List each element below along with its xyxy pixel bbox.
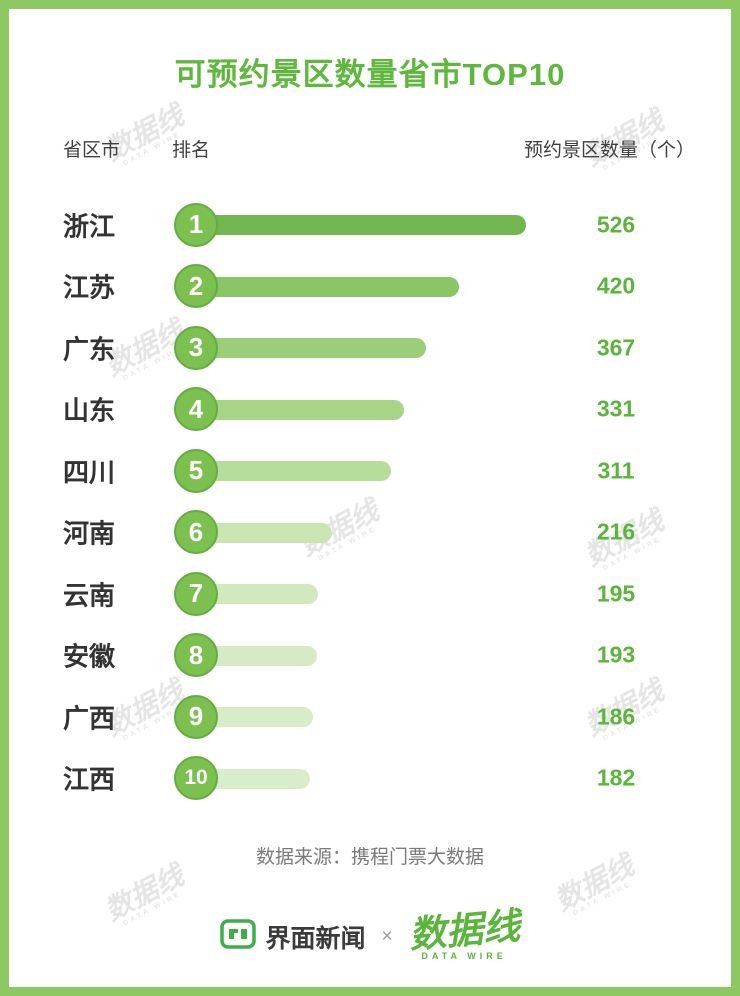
chart-row: 云南 7 195 (9, 563, 731, 625)
value-bar (196, 707, 313, 727)
source-note: 数据来源：携程门票大数据 (255, 847, 484, 868)
rank-badge: 4 (174, 387, 218, 431)
value-label: 311 (597, 457, 635, 484)
chart-row: 河南 6 216 (9, 502, 731, 564)
province-label: 浙江 (63, 211, 116, 242)
value-label: 193 (596, 641, 636, 668)
rank-badge: 8 (174, 633, 218, 677)
chart-row: 江西 10 182 (9, 748, 731, 810)
value-label: 216 (596, 518, 636, 545)
jiemian-logo: 界面新闻 (220, 919, 365, 955)
value-bar (196, 461, 391, 481)
value-bar (196, 276, 459, 297)
province-label: 四川 (63, 457, 116, 488)
province-label: 江苏 (63, 272, 116, 303)
datawire-label: 数据线 (406, 905, 522, 956)
page-title: 可预约景区数量省市TOP10 (174, 57, 566, 92)
rank-badge: 3 (174, 325, 218, 370)
header-count: 预约景区数量（个） (523, 140, 695, 161)
value-bar (196, 399, 404, 420)
chart-row: 山东 4 331 (9, 379, 731, 441)
rank-badge: 5 (174, 448, 218, 493)
province-label: 河南 (63, 518, 116, 549)
province-label: 江西 (63, 764, 116, 795)
value-label: 186 (596, 703, 636, 730)
province-label: 广西 (63, 703, 116, 734)
header-rank: 排名 (172, 140, 211, 161)
rank-badge: 6 (174, 510, 218, 554)
header-province: 省区市 (63, 140, 121, 161)
province-label: 安徽 (63, 641, 116, 672)
rank-badge: 9 (174, 694, 218, 739)
chart-row: 四川 5 311 (9, 440, 731, 502)
jiemian-label: 界面新闻 (265, 924, 366, 953)
value-bar (196, 338, 426, 358)
rank-badge: 2 (174, 264, 218, 308)
value-bar (196, 584, 318, 604)
rank-badge: 1 (174, 202, 218, 247)
value-bar (196, 645, 317, 666)
value-label: 331 (596, 395, 636, 422)
chart-row: 广西 9 186 (9, 686, 731, 748)
value-bar (196, 522, 332, 543)
datawire-logo: 数据线 DATA WIRE (407, 905, 521, 961)
bar-chart: 浙江 1 526 江苏 2 420 广东 3 367 山东 4 331 四川 5 311 河南 6 216 云南 7 1… (9, 194, 731, 812)
chart-row: 江苏 2 420 (9, 256, 731, 318)
rank-badge: 7 (174, 571, 218, 616)
value-bar (196, 768, 310, 789)
value-label: 182 (596, 764, 636, 791)
logo-separator: × (381, 925, 393, 947)
rank-badge: 10 (174, 756, 218, 800)
datawire-subtitle: DATA WIRE (421, 951, 507, 961)
value-label: 367 (596, 334, 636, 361)
province-label: 山东 (63, 395, 116, 426)
chart-row: 安徽 8 193 (9, 625, 731, 687)
chart-row: 广东 3 367 (9, 317, 731, 379)
value-label: 420 (596, 272, 636, 299)
value-label: 526 (596, 211, 636, 238)
value-label: 195 (596, 580, 636, 607)
value-bar (196, 215, 526, 235)
chart-row: 浙江 1 526 (9, 194, 731, 256)
province-label: 广东 (63, 334, 116, 365)
jiemian-tv-icon (220, 919, 257, 954)
footer-logos: 界面新闻 × 数据线 DATA WIRE (9, 899, 731, 974)
province-label: 云南 (63, 580, 116, 611)
